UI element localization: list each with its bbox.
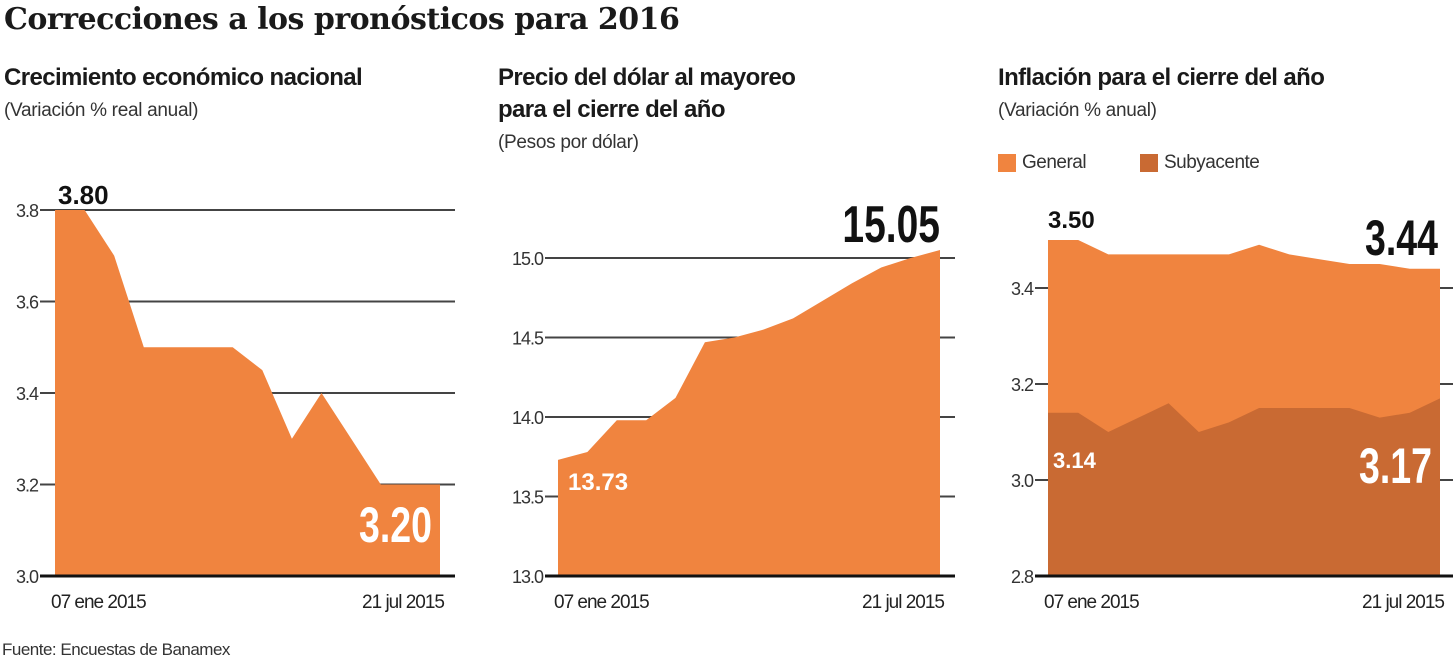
annotation-sub-end: 3.17 — [1359, 439, 1432, 494]
y-tick-label: 13.5 — [512, 488, 544, 508]
chart1-title: Crecimiento económico nacional — [4, 64, 363, 91]
chart2-title-line2: para el cierre del año — [498, 96, 726, 123]
y-tick-label: 14.5 — [512, 329, 544, 349]
legend-swatch-general — [998, 154, 1016, 172]
x-tick-label-start: 07 ene 2015 — [51, 592, 146, 613]
chart2-title: Precio del dólar al mayoreo — [498, 64, 796, 91]
area-series — [55, 210, 440, 576]
y-tick-label: 3.4 — [1011, 279, 1034, 299]
chart3-subtitle: (Variación % anual) — [998, 100, 1157, 121]
y-tick-label: 3.4 — [16, 384, 39, 404]
y-tick-label: 3.0 — [1011, 471, 1034, 491]
y-tick-label: 2.8 — [1011, 567, 1034, 587]
chart3-title: Inflación para el cierre del año — [998, 64, 1325, 91]
source-note: Fuente: Encuestas de Banamex — [2, 640, 230, 659]
legend-label-subyacente: Subyacente — [1164, 152, 1260, 173]
annotation-end-value: 15.05 — [842, 194, 940, 253]
legend-general: General — [998, 152, 1087, 174]
legend-subyacente: Subyacente — [1140, 152, 1260, 174]
x-tick-label-start: 07 ene 2015 — [1044, 592, 1139, 613]
y-tick-label: 14.0 — [512, 408, 544, 428]
annotation-start-value: 3.80 — [58, 180, 109, 210]
y-tick-label: 3.2 — [1011, 375, 1034, 395]
y-tick-label: 15.0 — [512, 249, 544, 269]
legend-swatch-subyacente — [1140, 154, 1158, 172]
main-title: Correcciones a los pronósticos para 2016 — [4, 2, 680, 37]
y-tick-label: 3.2 — [16, 476, 39, 496]
area-series — [558, 250, 940, 576]
legend-label-general: General — [1022, 152, 1087, 173]
x-tick-label-end: 21 jul 2015 — [1362, 592, 1444, 613]
annotation-end-value: 3.20 — [359, 498, 432, 553]
annotation-general-start: 3.50 — [1048, 207, 1095, 234]
chart2-subtitle: (Pesos por dólar) — [498, 132, 639, 153]
y-tick-label: 3.8 — [16, 201, 39, 221]
annotation-sub-start: 3.14 — [1053, 448, 1097, 473]
annotation-start-value: 13.73 — [568, 469, 628, 496]
y-tick-label: 13.0 — [512, 567, 544, 587]
y-tick-label: 3.6 — [16, 293, 39, 313]
y-tick-label: 3.0 — [16, 567, 39, 587]
x-tick-label-end: 21 jul 2015 — [362, 592, 444, 613]
chart1-subtitle: (Variación % real anual) — [4, 100, 199, 121]
x-tick-label-start: 07 ene 2015 — [554, 592, 649, 613]
annotation-general-end: 3.44 — [1365, 211, 1438, 266]
area-subyacente — [1048, 398, 1440, 576]
x-tick-label-end: 21 jul 2015 — [862, 592, 944, 613]
